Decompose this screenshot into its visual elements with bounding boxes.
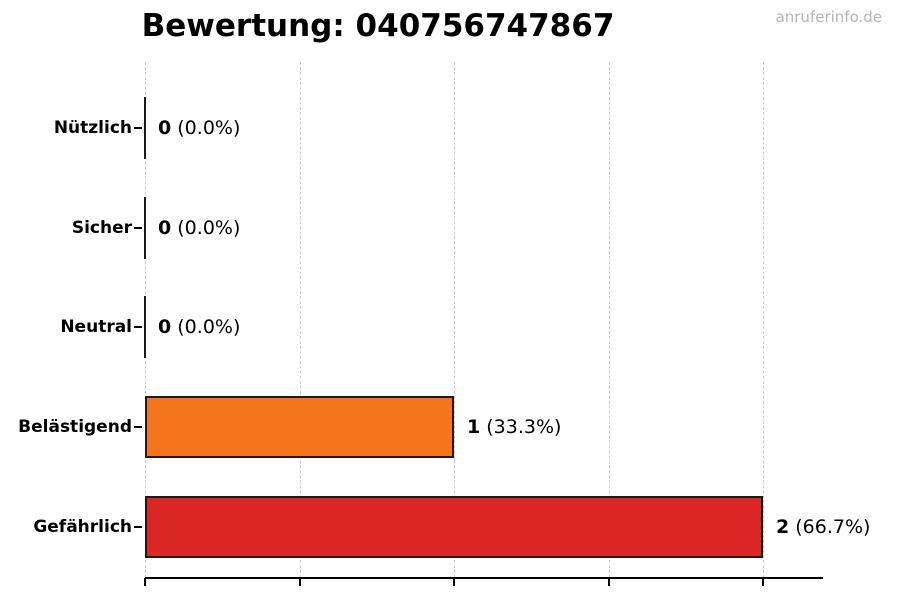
gridline <box>763 62 764 578</box>
y-axis-tick <box>134 127 142 129</box>
value-percentage: (33.3%) <box>480 416 562 438</box>
watermark-text: anruferinfo.de <box>775 8 882 26</box>
chart-title: Bewertung: 040756747867 <box>141 8 615 44</box>
y-axis-tick <box>134 426 142 428</box>
category-label: Neutral <box>60 317 132 337</box>
x-axis-tick <box>453 578 455 586</box>
value-label: 1 (33.3%) <box>467 416 561 438</box>
value-percentage: (0.0%) <box>171 217 241 239</box>
zero-bar <box>144 197 146 259</box>
gridline <box>299 62 301 578</box>
value-count: 2 <box>776 516 790 538</box>
category-label: Nützlich <box>53 118 132 138</box>
value-count: 0 <box>158 117 172 139</box>
y-axis-tick <box>134 227 142 229</box>
value-label: 0 (0.0%) <box>158 117 240 139</box>
value-percentage: (0.0%) <box>171 316 241 338</box>
category-label: Sicher <box>71 218 132 238</box>
value-count: 1 <box>467 416 481 438</box>
x-axis-tick <box>607 578 610 586</box>
gridline <box>608 62 610 578</box>
value-label: 2 (66.7%) <box>776 516 870 538</box>
zero-bar <box>144 296 146 358</box>
value-percentage: (0.0%) <box>171 117 241 139</box>
category-label: Gefährlich <box>33 517 132 537</box>
bar <box>145 496 763 558</box>
bar <box>145 396 454 458</box>
value-count: 0 <box>158 217 172 239</box>
y-axis-tick <box>134 526 142 528</box>
x-axis-line <box>145 577 823 579</box>
y-axis-tick <box>134 326 142 328</box>
x-axis-tick <box>298 578 301 586</box>
x-axis-tick <box>144 578 146 586</box>
category-label: Belästigend <box>18 417 132 437</box>
value-label: 0 (0.0%) <box>158 217 240 239</box>
value-percentage: (66.7%) <box>789 516 871 538</box>
x-axis-tick <box>762 578 764 586</box>
zero-bar <box>144 97 146 159</box>
value-label: 0 (0.0%) <box>158 316 240 338</box>
value-count: 0 <box>158 316 172 338</box>
gridline <box>454 62 455 578</box>
